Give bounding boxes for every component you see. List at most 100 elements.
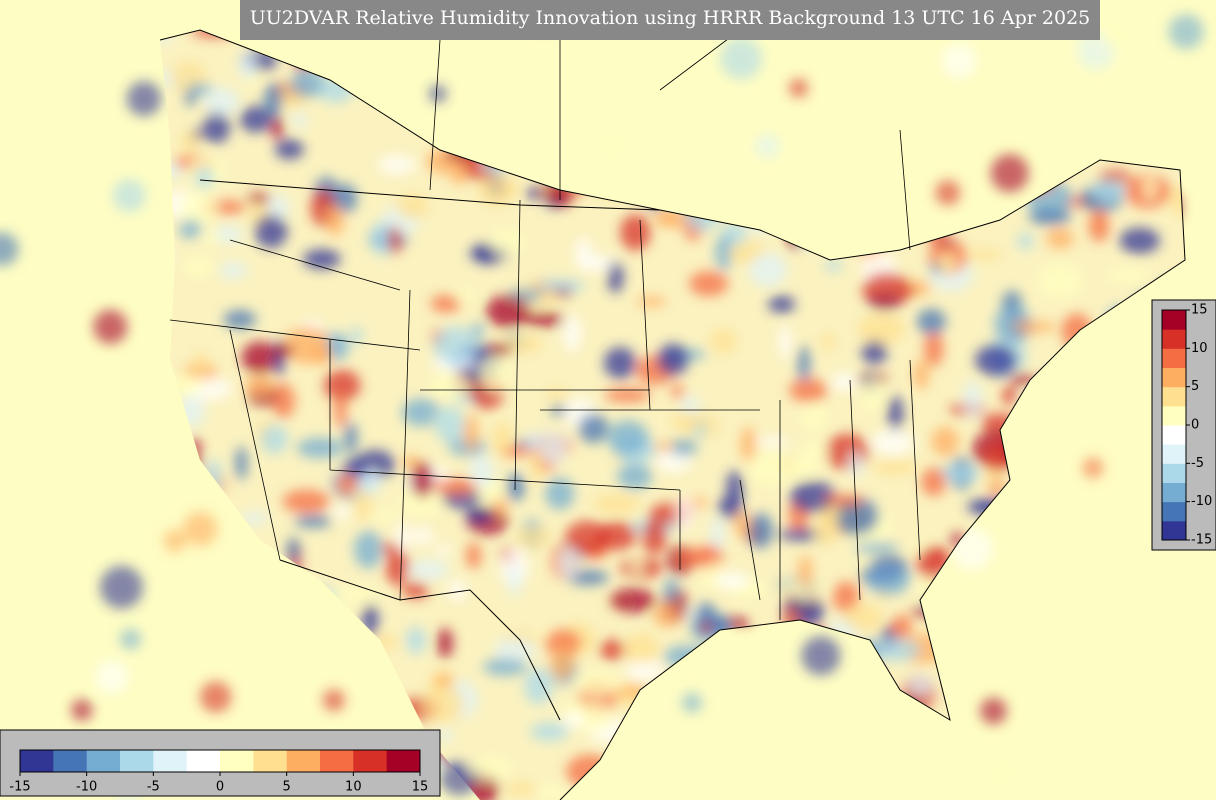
field-blob xyxy=(573,669,621,696)
field-blob xyxy=(617,463,653,490)
field-blob xyxy=(466,542,482,569)
field-blob xyxy=(797,345,811,383)
field-blob xyxy=(353,489,372,521)
field-blob xyxy=(302,248,341,270)
field-blob xyxy=(832,372,857,392)
field-blob xyxy=(395,522,411,554)
colorbar-tick-label: 10 xyxy=(1191,341,1208,356)
field-blob xyxy=(235,446,248,480)
field-blob xyxy=(603,347,637,379)
field-blob xyxy=(99,565,143,609)
field-blob xyxy=(1091,178,1126,204)
field-blob xyxy=(478,173,514,206)
field-blob xyxy=(464,507,493,524)
field-blob xyxy=(858,312,905,345)
field-blob xyxy=(682,692,702,713)
field-blob xyxy=(163,529,186,553)
field-blob xyxy=(241,341,278,375)
field-blob xyxy=(1168,185,1185,217)
field-blob xyxy=(941,43,977,79)
field-blob xyxy=(263,83,283,119)
field-blob xyxy=(990,154,1029,193)
field-blob xyxy=(714,235,734,271)
field-blob xyxy=(755,133,780,158)
field-blob xyxy=(653,604,681,628)
field-blob xyxy=(323,369,361,401)
field-blob xyxy=(292,111,307,130)
field-blob xyxy=(1082,457,1104,479)
colorbar-swatch xyxy=(186,750,221,772)
field-blob xyxy=(657,343,689,376)
field-blob xyxy=(557,545,579,580)
horizontal-colorbar: -15 -10 -5 0 5 10 15 xyxy=(9,749,428,795)
field-blob xyxy=(655,214,678,226)
field-blob xyxy=(332,505,352,519)
field-blob xyxy=(435,406,465,444)
field-blob xyxy=(433,326,478,364)
field-blob xyxy=(748,252,788,288)
field-blob xyxy=(385,548,410,586)
colorbar-swatch xyxy=(153,750,188,772)
field-blob xyxy=(676,495,695,529)
field-blob xyxy=(861,376,884,413)
field-blob xyxy=(936,464,981,484)
field-blob xyxy=(291,67,325,98)
field-blob xyxy=(1028,208,1072,226)
field-blob xyxy=(239,511,269,525)
field-blob xyxy=(350,326,363,345)
field-blob xyxy=(801,636,841,676)
field-blob xyxy=(544,629,582,656)
field-blob xyxy=(485,294,531,328)
field-blob xyxy=(326,205,345,237)
colorbar-tick-label: -10 xyxy=(76,780,97,795)
field-blob xyxy=(434,673,453,689)
field-blob xyxy=(789,78,809,98)
field-blob xyxy=(508,565,521,597)
field-blob xyxy=(322,689,345,712)
colorbar-tick-label: 0 xyxy=(216,780,224,795)
field-blob xyxy=(566,569,610,586)
colorbar-swatch xyxy=(1162,386,1186,407)
colorbar-swatch xyxy=(120,750,154,772)
field-blob xyxy=(778,528,825,541)
field-blob xyxy=(504,782,537,796)
field-blob xyxy=(203,87,240,116)
field-blob xyxy=(1001,386,1020,405)
field-blob xyxy=(274,138,304,160)
field-blob xyxy=(855,541,899,553)
field-blob xyxy=(463,414,479,453)
field-blob xyxy=(238,52,257,79)
field-blob xyxy=(734,510,751,539)
field-blob xyxy=(607,420,649,456)
field-blob xyxy=(607,261,624,294)
field-blob xyxy=(469,455,495,489)
colorbar-tick-label: -15 xyxy=(1191,533,1212,548)
field-blob xyxy=(563,712,585,729)
field-blob xyxy=(466,755,513,780)
field-blob xyxy=(699,621,713,634)
field-blob xyxy=(370,509,399,521)
field-blob xyxy=(551,404,566,417)
field-blob xyxy=(636,296,667,307)
field-blob xyxy=(671,384,684,399)
field-blob xyxy=(113,179,146,212)
field-blob xyxy=(937,254,958,275)
field-blob xyxy=(1012,321,1057,333)
field-blob xyxy=(747,513,774,549)
field-blob xyxy=(675,547,714,568)
field-blob xyxy=(824,260,843,272)
field-blob xyxy=(94,660,129,695)
field-blob xyxy=(430,294,462,313)
field-blob xyxy=(821,332,835,351)
field-blob xyxy=(779,324,792,360)
field-blob xyxy=(800,440,829,465)
colorbar-tick-label: -10 xyxy=(1191,494,1212,509)
field-blob xyxy=(411,461,434,498)
field-blob xyxy=(270,116,284,140)
field-blob xyxy=(1088,209,1110,243)
colorbar-swatch xyxy=(1162,367,1186,388)
field-blob xyxy=(726,470,743,505)
field-blob xyxy=(200,681,232,713)
field-blob xyxy=(179,219,203,239)
